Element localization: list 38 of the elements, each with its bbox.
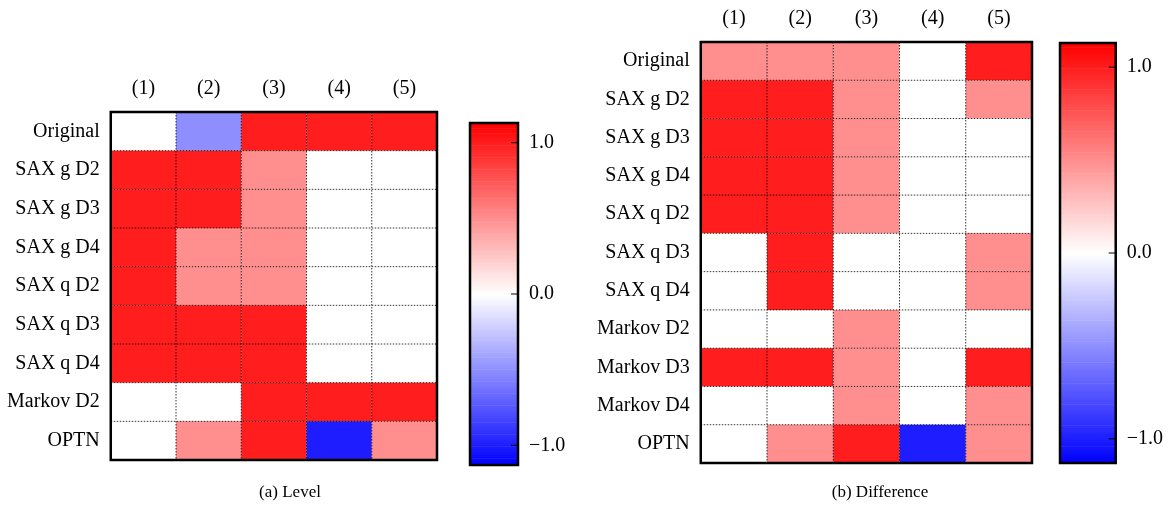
x-tick-label: (3)	[262, 76, 286, 100]
color-bar-label: 1.0	[529, 129, 554, 152]
y-tick-label: OPTN	[637, 431, 690, 454]
text: (b) Difference	[830, 482, 930, 502]
x-tick-label: (4)	[327, 76, 351, 100]
y-tick-label: SAX q D2	[605, 201, 690, 225]
y-tick-label: Original	[623, 48, 691, 72]
y-tick-label: SAX q D4	[15, 350, 100, 374]
y-tick-label: Markov D3	[597, 354, 690, 377]
x-tick-label: (2)	[196, 76, 221, 100]
y-tick-label: SAX g D3	[605, 124, 690, 148]
color-bar-label: 0.0	[529, 281, 554, 304]
color-bar-label: −1.0	[1126, 426, 1163, 449]
x-tick-label: (5)	[392, 76, 417, 100]
text: (a) Level	[258, 482, 322, 502]
y-tick-label: SAX g D4	[605, 163, 690, 187]
y-tick-label: SAX g D4	[15, 234, 100, 258]
y-tick-label: OPTN	[47, 427, 100, 450]
y-tick-label: SAX g D2	[15, 157, 100, 181]
y-tick-label: Markov D2	[597, 316, 690, 339]
x-tick-label: (2)	[788, 6, 812, 30]
color-bar-label: 1.0	[1126, 54, 1152, 77]
y-tick-label: SAX q D3	[605, 239, 690, 263]
y-tick-label: SAX q D4	[605, 278, 690, 302]
y-tick-label: Markov D4	[597, 392, 690, 415]
x-tick-label: (5)	[987, 6, 1011, 30]
y-tick-label: SAX q D3	[15, 311, 100, 335]
x-tick-label: (3)	[854, 6, 879, 30]
y-tick-label: Markov D2	[7, 389, 100, 412]
color-bar-label: −1.0	[529, 432, 566, 455]
x-tick-label: (4)	[920, 6, 945, 30]
y-tick-label: Original	[33, 118, 101, 142]
color-bar-label: 0.0	[1126, 240, 1152, 263]
x-tick-label: (1)	[722, 6, 746, 30]
x-tick-label: (1)	[131, 76, 156, 100]
y-tick-label: SAX g D3	[15, 195, 100, 219]
y-tick-label: SAX g D2	[605, 86, 690, 110]
y-tick-label: SAX q D2	[15, 273, 100, 297]
